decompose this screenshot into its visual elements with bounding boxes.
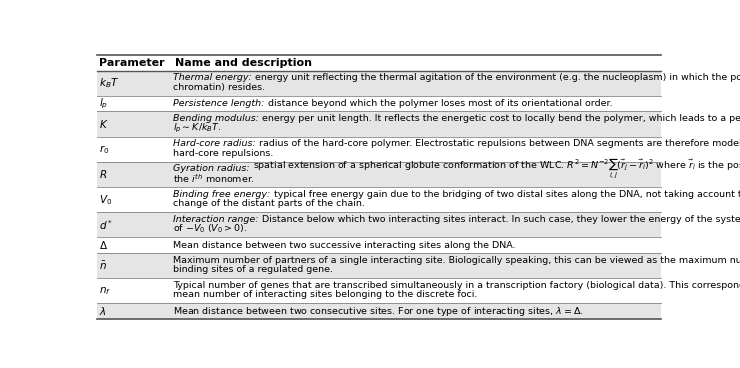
Text: Typical number of genes that are transcribed simultaneously in a transcription f: Typical number of genes that are transcr…	[173, 281, 740, 290]
Text: Mean distance between two consecutive sites. For one type of interacting sites, : Mean distance between two consecutive si…	[173, 305, 584, 318]
Text: Mean distance between two successive interacting sites along the DNA.: Mean distance between two successive int…	[173, 241, 516, 250]
Text: $l_p \sim K/k_BT$.: $l_p \sim K/k_BT$.	[173, 122, 222, 135]
Text: Binding free energy:: Binding free energy:	[173, 190, 271, 199]
Text: Maximum number of partners of a single interacting site. Biologically speaking, : Maximum number of partners of a single i…	[173, 256, 740, 265]
Text: $\lambda$: $\lambda$	[99, 305, 107, 317]
Text: Distance below which two interacting sites interact. In such case, they lower th: Distance below which two interacting sit…	[259, 215, 740, 224]
Text: spatial extension of a spherical globule conformation of the WLC. $R^2=N^{-2}\su: spatial extension of a spherical globule…	[250, 157, 740, 181]
Text: Hard-core radius:: Hard-core radius:	[173, 139, 256, 148]
Text: Parameter: Parameter	[99, 58, 165, 68]
Text: Persistence length:: Persistence length:	[173, 99, 265, 108]
Bar	[97, 303, 662, 319]
Text: $K$: $K$	[99, 118, 109, 130]
Text: $R$: $R$	[99, 169, 107, 180]
Text: distance beyond which the polymer loses most of its orientational order.: distance beyond which the polymer loses …	[265, 99, 613, 108]
Text: Thermal energy:: Thermal energy:	[173, 73, 252, 82]
Text: $\Delta$: $\Delta$	[99, 239, 108, 251]
Text: $\bar{n}$: $\bar{n}$	[99, 259, 107, 272]
Bar	[97, 112, 662, 137]
Bar	[97, 162, 662, 187]
Text: mean number of interacting sites belonging to the discrete foci.: mean number of interacting sites belongi…	[173, 290, 478, 300]
Text: Bending modulus:: Bending modulus:	[173, 114, 259, 123]
Text: typical free energy gain due to the bridging of two distal sites along the DNA, : typical free energy gain due to the brid…	[271, 190, 740, 199]
Text: $k_BT$: $k_BT$	[99, 77, 120, 90]
Bar	[97, 71, 662, 96]
Text: the $i^{th}$ monomer.: the $i^{th}$ monomer.	[173, 172, 255, 185]
Text: $n_f$: $n_f$	[99, 285, 112, 297]
Text: Gyration radius:: Gyration radius:	[173, 164, 250, 173]
Text: Name and description: Name and description	[175, 58, 312, 68]
Text: $l_p$: $l_p$	[99, 96, 109, 111]
Text: binding sites of a regulated gene.: binding sites of a regulated gene.	[173, 265, 333, 274]
Text: hard-core repulsions.: hard-core repulsions.	[173, 149, 274, 158]
Text: $V_0$: $V_0$	[99, 193, 112, 206]
Text: of $-V_0$ ($V_0>0$).: of $-V_0$ ($V_0>0$).	[173, 223, 248, 235]
Text: energy per unit length. It reflects the energetic cost to locally bend the polym: energy per unit length. It reflects the …	[259, 114, 740, 123]
Bar	[97, 253, 662, 278]
Text: Interaction range:: Interaction range:	[173, 215, 259, 224]
Text: radius of the hard-core polymer. Electrostatic repulsions between DNA segments a: radius of the hard-core polymer. Electro…	[256, 139, 740, 148]
Text: $d^*$: $d^*$	[99, 218, 113, 232]
Text: change of the distant parts of the chain.: change of the distant parts of the chain…	[173, 199, 366, 208]
Text: chromatin) resides.: chromatin) resides.	[173, 83, 266, 92]
Bar	[97, 212, 662, 237]
Text: $r_0$: $r_0$	[99, 143, 110, 156]
Text: energy unit reflecting the thermal agitation of the environment (e.g. the nucleo: energy unit reflecting the thermal agita…	[252, 73, 740, 82]
